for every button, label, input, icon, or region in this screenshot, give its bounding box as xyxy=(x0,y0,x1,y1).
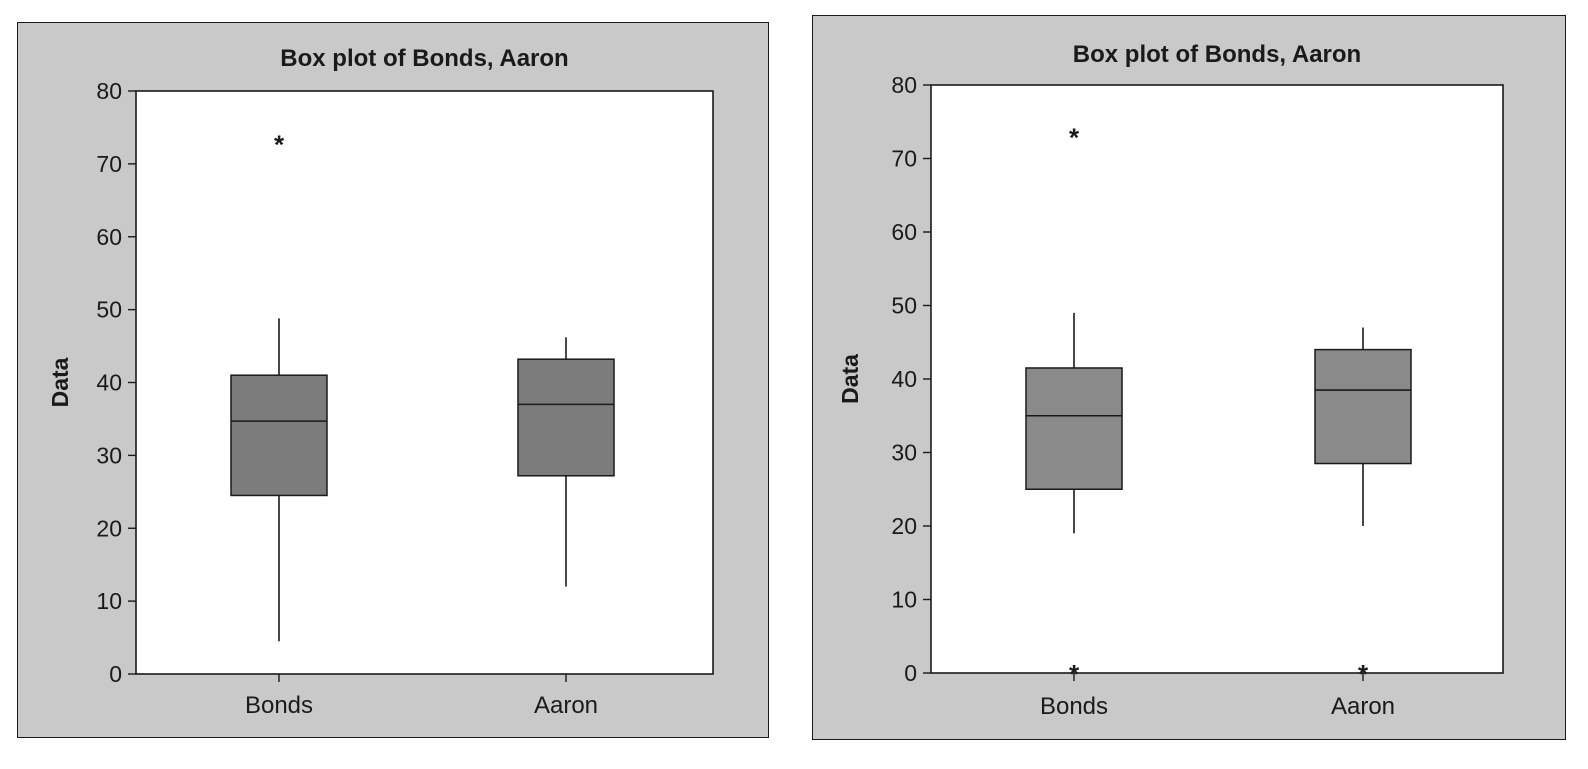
y-tick-label: 30 xyxy=(891,440,917,466)
y-tick-label: 10 xyxy=(96,588,122,614)
y-tick-label: 80 xyxy=(891,72,917,98)
box-bonds: * xyxy=(230,129,328,642)
iqr-box xyxy=(517,358,615,477)
y-axis-label: Data xyxy=(837,354,863,404)
chart-title: Box plot of Bonds, Aaron xyxy=(1073,41,1361,68)
y-tick-label: 50 xyxy=(891,293,917,319)
y-tick-label: 70 xyxy=(96,151,122,177)
y-tick-label: 40 xyxy=(96,370,122,396)
box-aaron xyxy=(517,337,615,587)
iqr-box xyxy=(1025,367,1123,491)
box-bonds: ** xyxy=(1025,122,1123,689)
boxplot-panel-left: Box plot of Bonds, Aaron Data 0 10 20 30 40 50 6… xyxy=(17,22,769,738)
iqr-box xyxy=(230,374,328,497)
y-tick-label: 0 xyxy=(109,661,122,687)
box-aaron: * xyxy=(1314,327,1412,689)
outlier-point: * xyxy=(274,129,285,159)
y-tick-label: 60 xyxy=(891,219,917,245)
outlier-point: * xyxy=(1069,659,1080,689)
y-tick-label: 10 xyxy=(891,587,917,613)
plot-area xyxy=(930,84,1504,674)
y-axis-label: Data xyxy=(47,357,73,407)
chart-title: Box plot of Bonds, Aaron xyxy=(280,45,568,72)
y-tick-label: 40 xyxy=(891,366,917,392)
x-tick-label: Bonds xyxy=(245,692,313,719)
y-tick-label: 20 xyxy=(891,513,917,539)
x-tick-label: Aaron xyxy=(534,692,598,719)
plot-area xyxy=(135,90,714,675)
y-tick-label: 0 xyxy=(904,660,917,686)
y-tick-label: 80 xyxy=(96,78,122,104)
y-tick-label: 30 xyxy=(96,442,122,468)
iqr-box xyxy=(1314,348,1412,465)
outlier-point: * xyxy=(1358,659,1369,689)
boxplot-panel-right: Box plot of Bonds, Aaron Data 0 10 20 30 40 50 6… xyxy=(812,15,1566,740)
boxplot-chart-left: Box plot of Bonds, Aaron Data 0 10 20 30 40 50 6… xyxy=(47,45,714,719)
outlier-point: * xyxy=(1069,122,1080,152)
y-tick-label: 50 xyxy=(96,297,122,323)
x-tick-label: Aaron xyxy=(1331,693,1395,720)
y-tick-label: 70 xyxy=(891,146,917,172)
y-tick-label: 60 xyxy=(96,224,122,250)
x-tick-label: Bonds xyxy=(1040,693,1108,720)
boxplot-chart-right: Box plot of Bonds, Aaron Data 0 10 20 30 40 50 6… xyxy=(837,41,1504,720)
y-tick-label: 20 xyxy=(96,515,122,541)
